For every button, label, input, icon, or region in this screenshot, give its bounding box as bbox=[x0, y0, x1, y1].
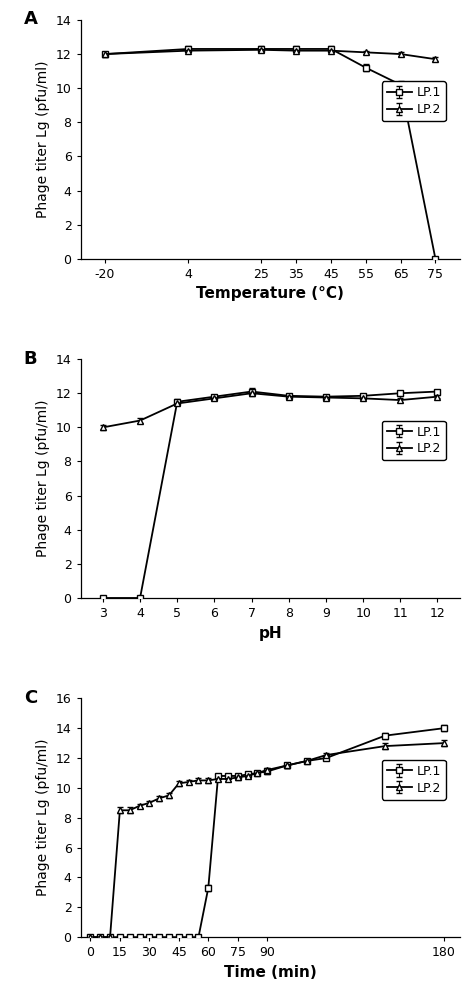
Legend: LP.1, LP.2: LP.1, LP.2 bbox=[382, 760, 446, 800]
Y-axis label: Phage titer Lg (pfu/ml): Phage titer Lg (pfu/ml) bbox=[36, 61, 50, 218]
Y-axis label: Phage titer Lg (pfu/ml): Phage titer Lg (pfu/ml) bbox=[36, 739, 50, 896]
X-axis label: Temperature (°C): Temperature (°C) bbox=[196, 286, 344, 301]
Y-axis label: Phage titer Lg (pfu/ml): Phage titer Lg (pfu/ml) bbox=[36, 400, 50, 557]
Text: B: B bbox=[24, 350, 37, 368]
Legend: LP.1, LP.2: LP.1, LP.2 bbox=[382, 82, 446, 122]
X-axis label: pH: pH bbox=[258, 625, 282, 641]
X-axis label: Time (min): Time (min) bbox=[224, 965, 317, 980]
Legend: LP.1, LP.2: LP.1, LP.2 bbox=[382, 421, 446, 461]
Text: A: A bbox=[24, 10, 37, 28]
Text: C: C bbox=[24, 689, 37, 707]
